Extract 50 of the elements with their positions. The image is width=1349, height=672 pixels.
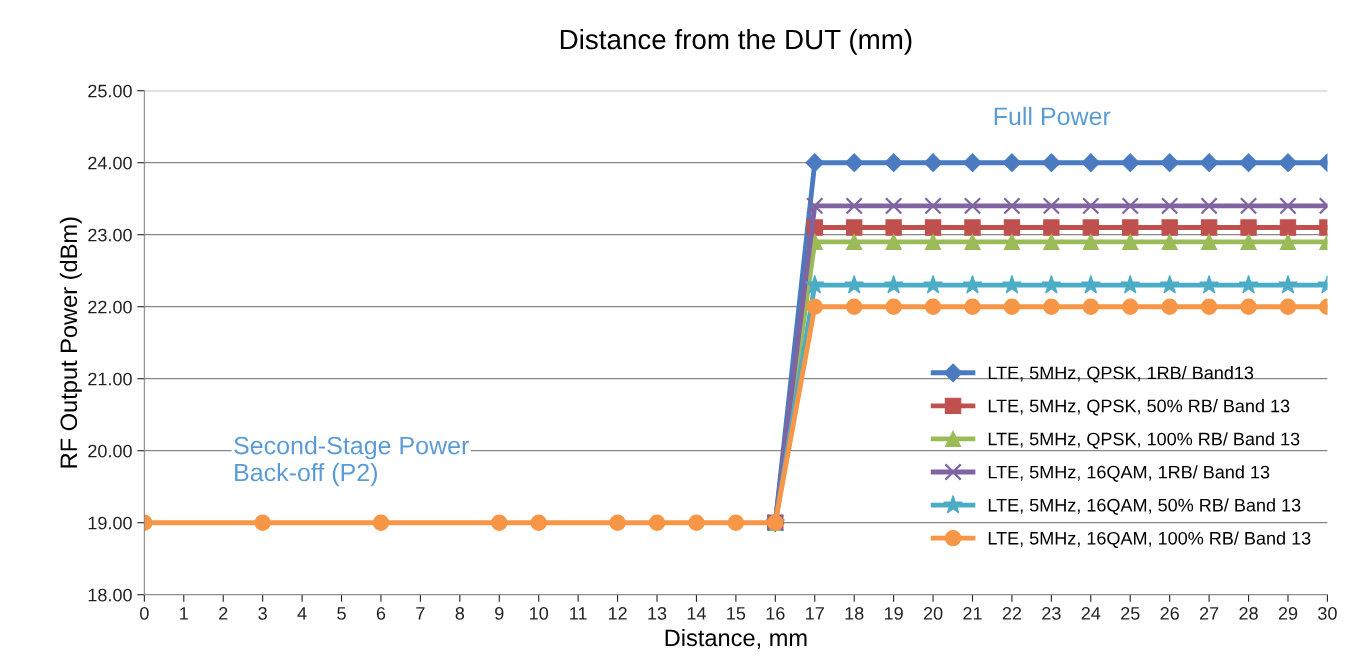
x-tick-label: 4 bbox=[297, 607, 307, 620]
y-tick-label: 24.00 bbox=[88, 156, 132, 170]
x-tick-label: 9 bbox=[495, 607, 504, 620]
x-tick-label: 5 bbox=[337, 607, 346, 620]
x-tick-label: 22 bbox=[1002, 607, 1022, 620]
y-tick-label: 22.00 bbox=[88, 300, 132, 314]
x-tick-label: 30 bbox=[1318, 607, 1337, 620]
legend-label: LTE, 5MHz, 16QAM, 100% RB/ Band 13 bbox=[988, 531, 1311, 548]
x-tick-label: 11 bbox=[570, 607, 587, 620]
y-tick-label: 23.00 bbox=[88, 228, 132, 242]
y-tick-label: 18.00 bbox=[88, 588, 132, 602]
x-tick-label: 27 bbox=[1199, 607, 1219, 620]
x-tick-label: 3 bbox=[258, 607, 267, 620]
x-tick-label: 17 bbox=[806, 607, 824, 620]
annotation: Second-Stage Power Back-off (P2) bbox=[234, 436, 469, 487]
x-tick-label: 25 bbox=[1121, 607, 1140, 620]
x-tick-label: 16 bbox=[766, 607, 785, 620]
x-tick-label: 28 bbox=[1239, 607, 1258, 620]
y-tick-label: 25.00 bbox=[88, 84, 132, 98]
x-tick-label: 10 bbox=[530, 607, 549, 620]
x-tick-label: 18 bbox=[845, 607, 864, 620]
y-tick-label: 21.00 bbox=[88, 372, 132, 386]
x-tick-label: 29 bbox=[1278, 607, 1298, 620]
annotation: Full Power bbox=[994, 106, 1111, 126]
x-tick-label: 14 bbox=[687, 607, 706, 620]
legend-label: LTE, 5MHz, 16QAM, 50% RB/ Band 13 bbox=[988, 498, 1301, 515]
x-tick-label: 24 bbox=[1081, 607, 1101, 620]
y-tick-label: 19.00 bbox=[88, 516, 132, 530]
x-tick-label: 7 bbox=[416, 607, 425, 620]
x-tick-label: 19 bbox=[884, 607, 903, 620]
x-tick-label: 23 bbox=[1042, 607, 1061, 620]
x-tick-label: 6 bbox=[376, 607, 386, 620]
legend-label: LTE, 5MHz, 16QAM, 1RB/ Band 13 bbox=[988, 465, 1270, 482]
x-tick-label: 26 bbox=[1160, 607, 1179, 620]
y-tick-label: 20.00 bbox=[88, 444, 132, 458]
legend-label: LTE, 5MHz, QPSK, 50% RB/ Band 13 bbox=[988, 399, 1290, 416]
x-tick-label: 8 bbox=[455, 607, 465, 620]
legend-label: LTE, 5MHz, QPSK, 1RB/ Band13 bbox=[988, 365, 1254, 383]
y-axis-title: RF Output Power (dBm) bbox=[59, 217, 82, 468]
x-tick-label: 20 bbox=[923, 607, 943, 620]
legend-label: LTE, 5MHz, QPSK, 100% RB/ Band 13 bbox=[988, 432, 1300, 449]
x-tick-label: 13 bbox=[648, 607, 667, 620]
x-tick-label: 21 bbox=[963, 607, 982, 620]
x-tick-label: 1 bbox=[180, 607, 188, 620]
x-tick-label: 15 bbox=[727, 607, 746, 620]
x-tick-label: 2 bbox=[219, 607, 228, 620]
chart-title: Distance from the DUT (mm) bbox=[560, 28, 912, 55]
x-tick-label: 12 bbox=[608, 607, 627, 620]
x-axis-title: Distance, mm bbox=[665, 628, 807, 650]
x-tick-label: 0 bbox=[140, 607, 149, 620]
